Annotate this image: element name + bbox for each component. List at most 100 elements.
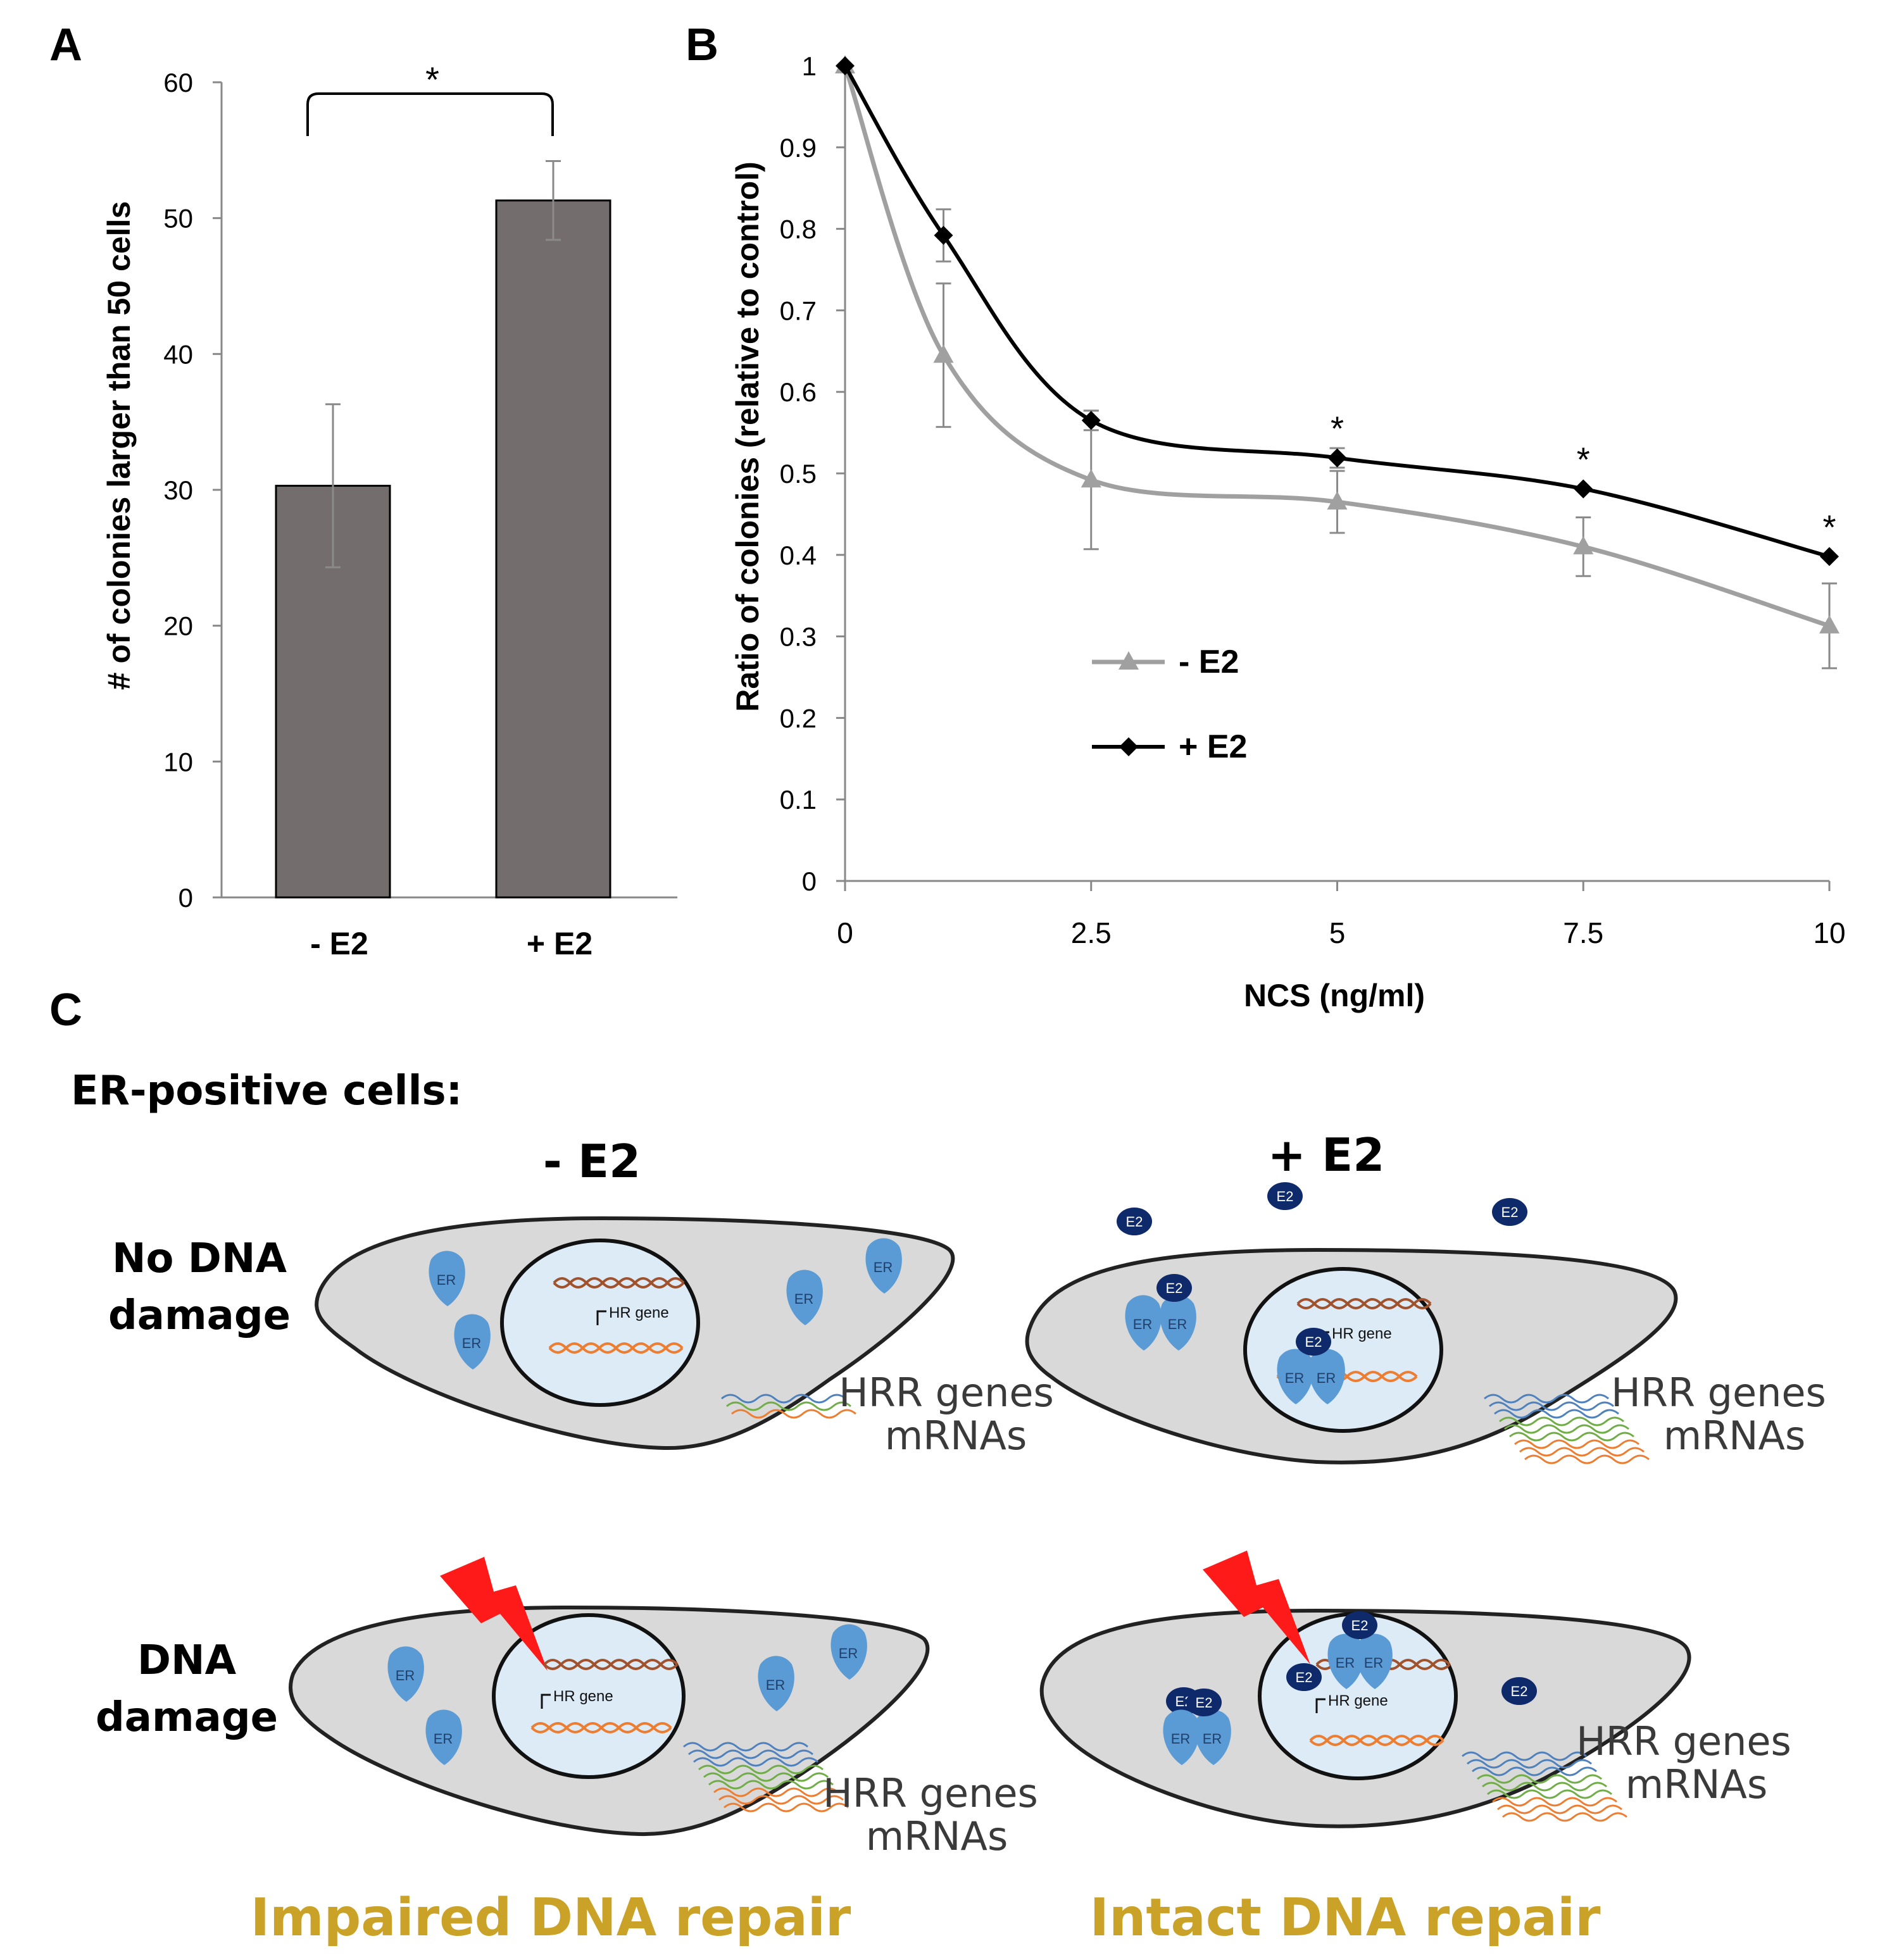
outcome-intact-repair: Intact DNA repair bbox=[1089, 1888, 1601, 1948]
er-label: ER bbox=[396, 1668, 415, 1683]
e2-shape bbox=[1342, 1611, 1377, 1639]
significance-mark: * bbox=[1577, 440, 1590, 478]
er-receptor: ER bbox=[786, 1270, 823, 1325]
hrr-mrnas bbox=[683, 1742, 849, 1813]
legend-label: + E2 bbox=[1179, 728, 1247, 765]
promoter-arrow bbox=[1315, 1698, 1326, 1713]
data-point bbox=[933, 344, 954, 363]
nucleus bbox=[500, 1239, 700, 1407]
er-label: ER bbox=[1171, 1731, 1191, 1747]
legend-item: + E2 bbox=[1092, 728, 1247, 765]
mrna-strand bbox=[724, 1802, 849, 1813]
hrr-label-1-line2: mRNAs bbox=[885, 1413, 1027, 1459]
e2-label: E2 bbox=[1296, 1670, 1313, 1685]
er-label: ER bbox=[1285, 1370, 1305, 1386]
column-label-plus-e2: + E2 bbox=[1268, 1128, 1385, 1182]
row-label-no-damage-1: No DNA bbox=[112, 1235, 287, 1282]
mrna-strand bbox=[1477, 1774, 1602, 1784]
er-label: ER bbox=[1336, 1655, 1355, 1671]
significance-bracket bbox=[306, 92, 554, 136]
e2-label: E2 bbox=[1126, 1214, 1143, 1230]
e2-label: E2 bbox=[1511, 1683, 1528, 1699]
data-point bbox=[934, 225, 953, 245]
data-point bbox=[1119, 737, 1138, 756]
er-receptor: ER bbox=[1163, 1709, 1200, 1765]
mrna-strand bbox=[1494, 1409, 1619, 1419]
diagram-details: HR gene ER ER ER ER E2 E2 E2 ER ER E2 HR gene ER ER E2… bbox=[387, 1182, 1650, 1822]
dna-strand bbox=[1296, 1302, 1432, 1309]
e2-ligand: E2 bbox=[1186, 1688, 1222, 1716]
mrna-strand bbox=[683, 1742, 808, 1752]
series-minus-e2 bbox=[835, 55, 1839, 670]
mrna-strand bbox=[1482, 1782, 1607, 1792]
y-tick-label: 0.1 bbox=[780, 785, 817, 815]
er-label: ER bbox=[839, 1645, 858, 1661]
e2-shape bbox=[1117, 1208, 1152, 1235]
e2-ligand: E2 bbox=[1296, 1328, 1331, 1356]
hr-gene-label: HR gene bbox=[553, 1688, 613, 1705]
er-receptor: ER bbox=[387, 1646, 424, 1702]
er-receptor: ER bbox=[1356, 1633, 1393, 1689]
data-point bbox=[1327, 448, 1347, 468]
chart-b-ylabel: Ratio of colonies (relative to control) bbox=[730, 161, 765, 712]
dna-damage-lightning bbox=[440, 1557, 548, 1671]
y-tick-label: 0 bbox=[802, 866, 817, 896]
legend-item: - E2 bbox=[1092, 644, 1239, 680]
er-shape bbox=[1356, 1633, 1393, 1689]
data-point bbox=[1119, 651, 1139, 670]
panel-b-label: B bbox=[686, 20, 718, 70]
y-tick-label: 0.9 bbox=[780, 133, 817, 163]
er-receptor: ER bbox=[454, 1314, 491, 1370]
y-tick-label: 30 bbox=[163, 475, 193, 505]
e2-shape bbox=[1501, 1677, 1537, 1705]
mrna-strand bbox=[1519, 1447, 1645, 1457]
hrr-label-4-line2: mRNAs bbox=[1626, 1761, 1768, 1807]
mrna-strand bbox=[1502, 1812, 1627, 1822]
mrna-strand bbox=[1524, 1454, 1650, 1464]
y-tick-label: 0 bbox=[179, 883, 193, 913]
row-label-damage-1: DNA bbox=[137, 1637, 237, 1684]
significance-mark: * bbox=[1331, 410, 1344, 448]
er-shape bbox=[1327, 1633, 1364, 1689]
x-tick-label: 7.5 bbox=[1563, 916, 1603, 949]
e2-shape bbox=[1492, 1198, 1527, 1226]
y-tick-label: 50 bbox=[163, 204, 193, 234]
dna-damage-lightning bbox=[1203, 1551, 1310, 1664]
e2-label: E2 bbox=[1196, 1695, 1213, 1711]
mrna-strand bbox=[726, 1401, 851, 1411]
e2-shape bbox=[1286, 1663, 1322, 1691]
series-line bbox=[843, 65, 1831, 628]
series-line bbox=[843, 65, 1830, 559]
er-label: ER bbox=[874, 1259, 893, 1275]
er-receptor: ER bbox=[1327, 1633, 1364, 1689]
mrna-strand bbox=[1484, 1394, 1609, 1404]
er-receptor: ER bbox=[758, 1656, 794, 1711]
bar bbox=[495, 199, 611, 899]
er-shape bbox=[1308, 1349, 1345, 1404]
y-tick-label: 40 bbox=[163, 339, 193, 369]
nucleus bbox=[1243, 1267, 1443, 1433]
column-label-minus-e2: - E2 bbox=[543, 1135, 641, 1188]
y-tick-label: 0.3 bbox=[780, 622, 817, 652]
panel-a-label: A bbox=[49, 20, 82, 70]
er-receptor: ER bbox=[1194, 1709, 1231, 1765]
mrna-strand bbox=[718, 1795, 844, 1805]
hrr-label-3-line1: HRR genes bbox=[823, 1770, 1038, 1816]
data-point bbox=[1327, 491, 1348, 510]
dna-strand bbox=[543, 1663, 679, 1670]
e2-shape bbox=[1296, 1328, 1331, 1356]
hrr-label-4-line1: HRR genes bbox=[1576, 1718, 1791, 1764]
data-point bbox=[1573, 535, 1594, 554]
mrna-strand bbox=[1467, 1759, 1592, 1769]
cell-plus-e2-no-damage bbox=[1025, 1247, 1678, 1464]
y-tick-label: 0.5 bbox=[780, 459, 817, 489]
er-shape bbox=[425, 1709, 462, 1765]
e2-ligand: E2 bbox=[1267, 1182, 1303, 1210]
mrna-strand bbox=[708, 1780, 834, 1790]
chart-b-xlabel: NCS (ng/ml) bbox=[1244, 978, 1425, 1013]
mrna-strand bbox=[1492, 1797, 1617, 1807]
er-receptor: ER bbox=[830, 1624, 867, 1680]
y-tick-label: 0.7 bbox=[780, 296, 817, 325]
e2-ligand: E2 bbox=[1501, 1677, 1537, 1705]
data-point bbox=[1819, 615, 1839, 634]
